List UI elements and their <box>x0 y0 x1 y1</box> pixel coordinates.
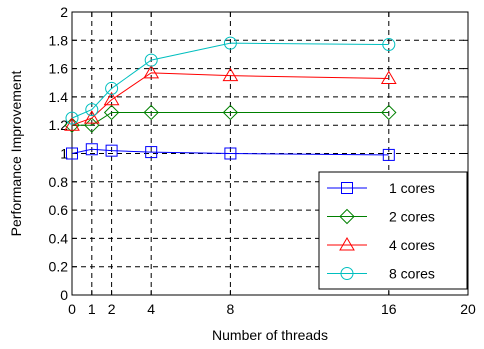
y-tick-label: 1.8 <box>49 32 69 48</box>
y-tick-label: 0 <box>60 287 68 303</box>
y-tick-label: 1.6 <box>49 61 69 77</box>
y-tick-label: 0.4 <box>49 230 69 246</box>
data-point <box>380 70 397 85</box>
legend-label: 1 cores <box>389 180 435 196</box>
legend-marker <box>340 267 354 280</box>
x-tick-label: 20 <box>460 301 476 317</box>
grid-lines <box>72 12 468 295</box>
data-point <box>103 91 120 106</box>
y-axis-label: Performance Improvement <box>8 71 24 237</box>
series-line <box>71 42 389 119</box>
y-tick-label: 1 <box>60 146 68 162</box>
series-group <box>64 36 397 161</box>
data-point <box>103 104 120 121</box>
x-tick-label: 4 <box>147 301 155 317</box>
legend-marker <box>339 208 355 225</box>
legend: 1 cores 2 cores 4 cores 8 cores <box>318 171 468 290</box>
y-tick-label: 0.8 <box>49 174 69 190</box>
data-point <box>222 67 239 82</box>
data-point <box>105 144 118 157</box>
legend-label: 4 cores <box>389 237 435 253</box>
data-point <box>145 146 158 159</box>
x-tick-label: 0 <box>68 301 76 317</box>
legend-box <box>318 171 468 290</box>
data-point <box>143 64 160 79</box>
data-point <box>64 117 80 133</box>
legend-marker <box>339 237 355 251</box>
series-1-cores <box>66 143 395 161</box>
y-tick-label: 0.2 <box>49 259 69 275</box>
data-point <box>105 81 119 95</box>
data-point <box>143 104 159 121</box>
data-point <box>85 143 98 156</box>
legend-label: 8 cores <box>389 266 435 282</box>
data-point <box>85 103 99 117</box>
data-point <box>66 147 78 160</box>
data-point <box>381 104 397 121</box>
x-tick-label: 2 <box>108 301 116 317</box>
data-point <box>382 38 396 52</box>
x-tick-label: 8 <box>227 301 235 317</box>
y-tick-label: 1.2 <box>49 117 69 133</box>
series-2-cores <box>64 104 397 133</box>
y-tick-label: 1.4 <box>49 89 69 105</box>
data-point <box>65 111 79 125</box>
x-tick-label: 16 <box>381 301 397 317</box>
y-tick-label: 0.6 <box>49 202 69 218</box>
y-tick-label: 2 <box>60 4 68 20</box>
data-point <box>144 53 158 67</box>
data-point <box>382 148 395 161</box>
series-line <box>72 111 389 126</box>
x-axis-ticks: 0 1 2 4 8 16 20 <box>68 12 476 317</box>
series-8-cores <box>65 36 396 125</box>
data-point <box>224 147 237 160</box>
series-4-cores <box>64 64 397 131</box>
x-tick-label: 1 <box>88 301 96 317</box>
legend-label: 2 cores <box>389 209 435 225</box>
series-line <box>71 72 389 126</box>
data-point <box>223 36 237 50</box>
data-point <box>64 117 80 131</box>
series-line <box>71 148 389 156</box>
legend-marker <box>341 182 353 194</box>
x-axis-label: Number of threads <box>212 327 328 343</box>
data-point <box>222 104 239 121</box>
data-point <box>83 110 100 124</box>
y-axis-ticks: 0 0.2 0.4 0.6 0.8 1 1.2 1.4 1.6 1.8 2 <box>49 4 468 303</box>
